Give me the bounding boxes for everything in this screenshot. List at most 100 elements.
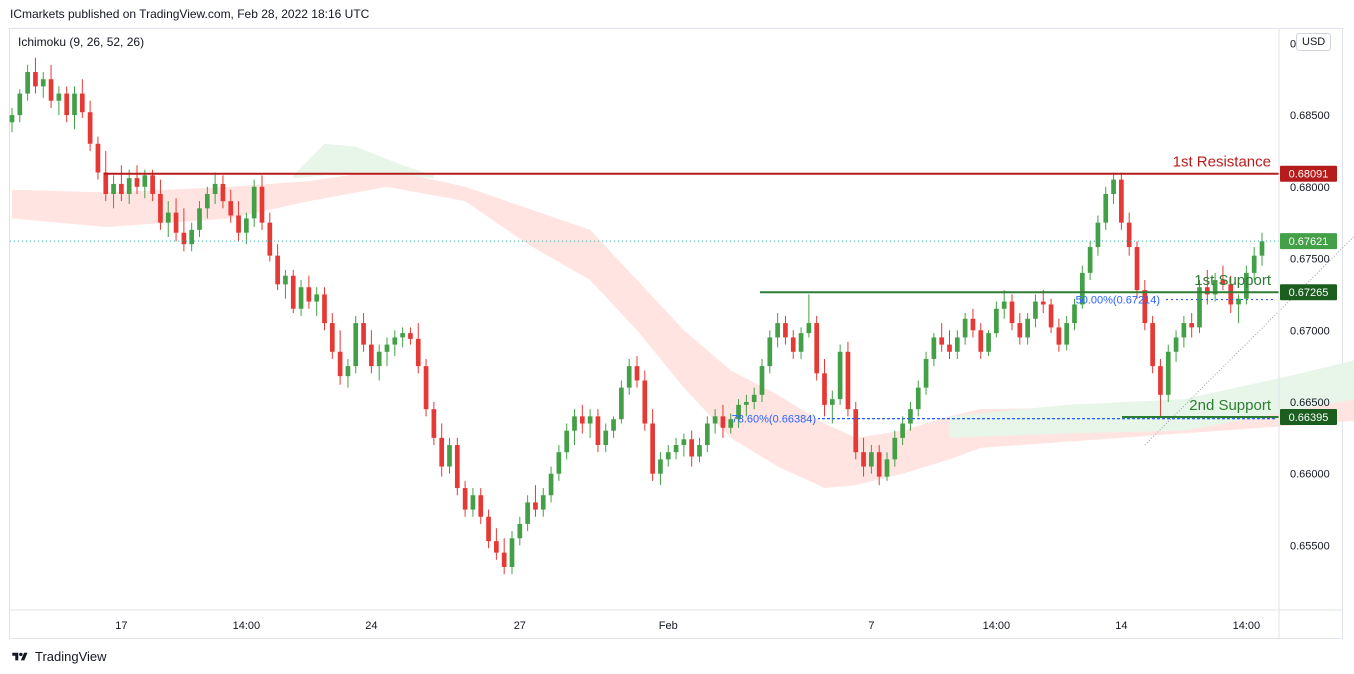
currency-button[interactable]: USD <box>1296 33 1332 51</box>
candle-body <box>1244 272 1249 299</box>
candle-body <box>306 287 312 302</box>
indicator-legend[interactable]: Ichimoku (9, 26, 52, 26) <box>18 35 145 49</box>
candle <box>283 270 288 299</box>
candle <box>1236 294 1241 324</box>
candles-layer <box>9 57 1265 575</box>
candle <box>658 452 663 486</box>
candle <box>126 169 132 205</box>
candle <box>704 416 710 453</box>
x-tick-label: 24 <box>365 620 377 632</box>
candle <box>1189 313 1195 338</box>
candle <box>619 380 624 424</box>
candle-body <box>954 337 960 352</box>
candle <box>845 341 851 417</box>
candle-body <box>1001 301 1007 309</box>
candle <box>954 330 960 359</box>
candle <box>939 323 945 352</box>
candle-body <box>876 452 882 477</box>
candle-body <box>525 502 530 524</box>
candle <box>712 409 718 434</box>
candle-body <box>1040 301 1046 305</box>
candle-body <box>619 387 624 420</box>
bull-cloud-late <box>949 360 1354 438</box>
candle-body <box>119 183 124 194</box>
candle-body <box>173 212 179 233</box>
x-tick-label: 27 <box>514 620 526 632</box>
candle-body <box>548 473 554 496</box>
candle-body <box>236 215 241 233</box>
x-tick-label: 14:00 <box>983 620 1011 632</box>
candle <box>994 301 999 338</box>
candle-body <box>478 495 484 517</box>
candle <box>751 387 757 410</box>
candle <box>1212 272 1218 302</box>
candle <box>1048 298 1054 334</box>
candle-body <box>384 344 390 352</box>
y-tick-label: 0.65500 <box>1290 540 1330 552</box>
candle-body <box>994 308 999 334</box>
chart-frame <box>9 28 1343 639</box>
candle <box>392 330 398 357</box>
bull-cloud-early <box>293 143 434 179</box>
candle-body <box>33 72 38 87</box>
candle-body <box>197 208 202 230</box>
candle <box>1072 298 1077 331</box>
candle <box>689 430 695 467</box>
candle-body <box>212 183 218 194</box>
candle-body <box>1064 323 1070 345</box>
candle-body <box>87 112 93 144</box>
candle-body <box>814 323 820 374</box>
candle-body <box>189 229 195 245</box>
candle <box>540 488 546 517</box>
candle-body <box>337 351 343 377</box>
candle <box>1033 294 1038 328</box>
candle <box>665 445 671 467</box>
candle-body <box>1072 304 1077 324</box>
candle-body <box>697 445 702 457</box>
candle-body <box>884 459 890 477</box>
candle-body <box>689 439 695 457</box>
candle <box>298 280 304 316</box>
candle-body <box>111 183 116 194</box>
candle <box>681 433 687 457</box>
candle-body <box>798 333 804 352</box>
candle <box>353 315 359 374</box>
candle <box>962 313 968 345</box>
candle <box>33 57 38 94</box>
candle-body <box>228 201 234 216</box>
candle <box>72 86 77 130</box>
candle <box>970 308 976 338</box>
candle-body <box>1204 287 1210 295</box>
tradingview-brand[interactable]: TradingView <box>10 649 107 664</box>
candle-body <box>314 294 320 302</box>
candle-body <box>17 93 23 116</box>
candle-body <box>712 416 718 424</box>
candle <box>556 445 562 481</box>
candle-body <box>72 93 77 116</box>
candle-body <box>1173 337 1179 352</box>
candle-body <box>1220 280 1226 285</box>
candle <box>595 409 601 453</box>
candle-body <box>298 287 304 309</box>
candle-body <box>275 255 280 285</box>
candle-body <box>869 452 874 467</box>
bear-cloud <box>12 169 1354 489</box>
candle <box>744 394 749 417</box>
candle-body <box>767 337 773 367</box>
candle-body <box>95 143 101 173</box>
y-tick-label: 0.68000 <box>1290 182 1330 194</box>
candle <box>876 445 882 486</box>
candle <box>947 330 952 359</box>
x-tick-label: 14 <box>1115 620 1127 632</box>
candle-body <box>1236 298 1241 305</box>
candle <box>56 86 62 116</box>
candle <box>1126 212 1132 256</box>
tradingview-logo-icon <box>12 652 28 660</box>
candle <box>1040 290 1046 314</box>
candle-body <box>853 409 859 453</box>
candle <box>251 179 257 227</box>
candle-body <box>704 423 710 446</box>
candle <box>501 538 507 575</box>
candle <box>1181 315 1187 348</box>
